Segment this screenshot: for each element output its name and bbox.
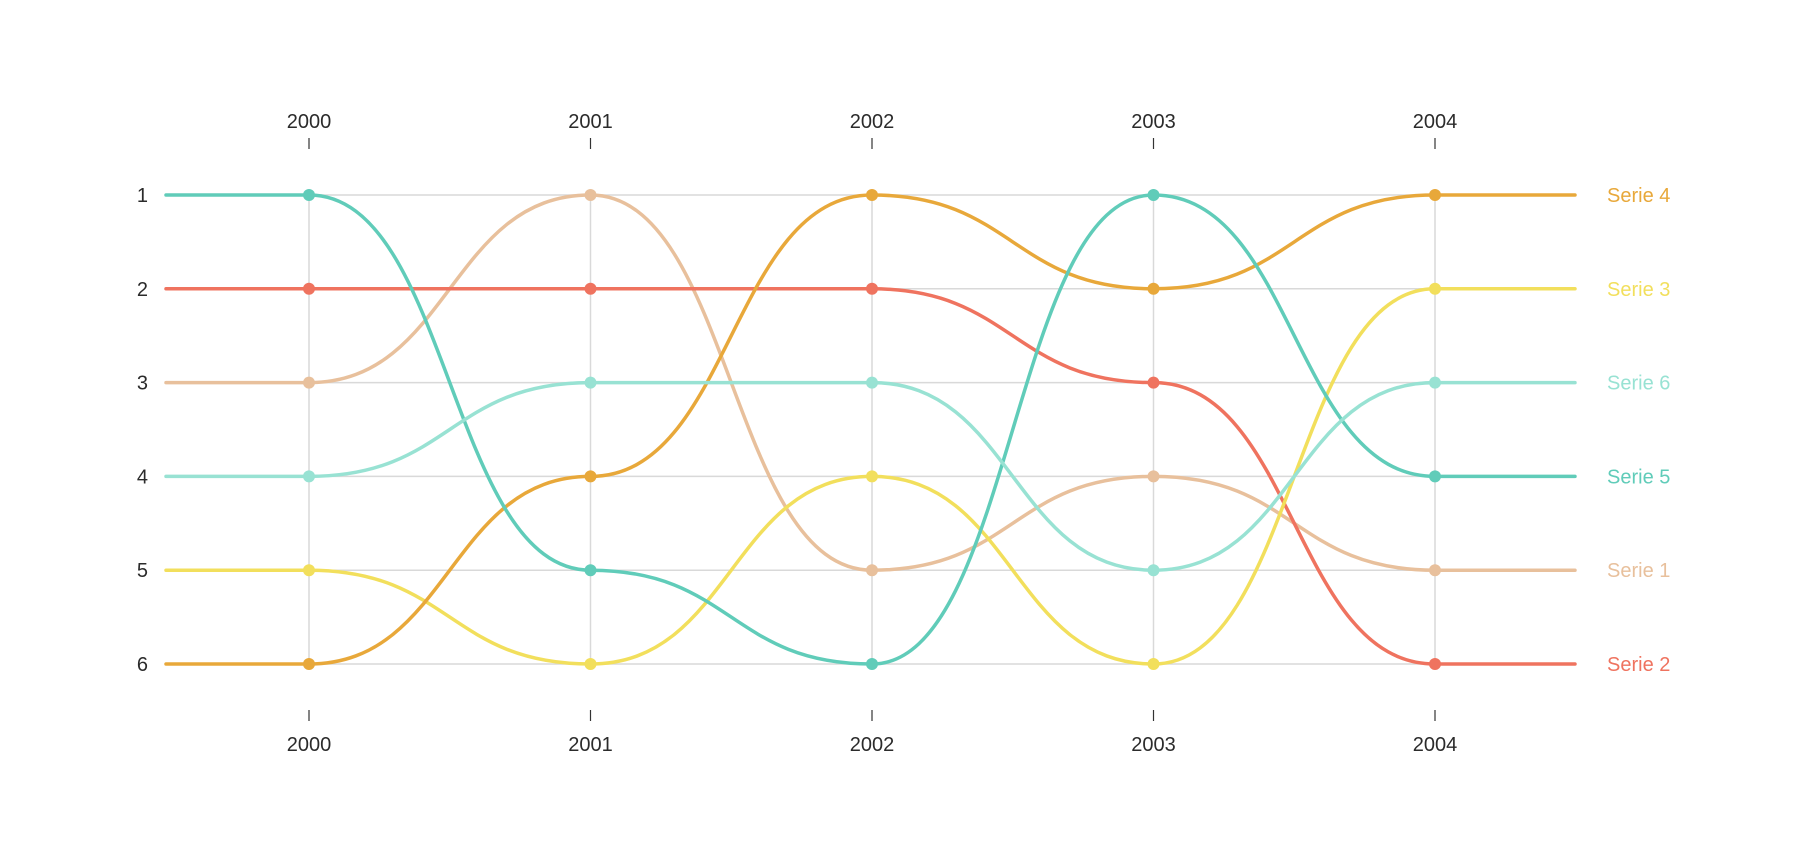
y-tick-label: 4 bbox=[137, 466, 148, 488]
x-tick-label-top: 2000 bbox=[287, 111, 332, 133]
x-tick-label-top: 2004 bbox=[1413, 111, 1458, 133]
data-point bbox=[1429, 658, 1441, 670]
x-tick-label-bottom: 2003 bbox=[1131, 734, 1176, 756]
data-point bbox=[866, 189, 878, 201]
series-label: Serie 3 bbox=[1607, 279, 1670, 301]
x-tick-label-top: 2003 bbox=[1131, 111, 1176, 133]
y-tick-label: 6 bbox=[137, 654, 148, 676]
series-label: Serie 2 bbox=[1607, 654, 1670, 676]
data-point bbox=[866, 470, 878, 483]
series-line-serie-2 bbox=[164, 287, 1577, 666]
axes: 1 2 3 4 5 6 2000 2000 2001 2001 2002 2002 2003 2003 20… bbox=[137, 111, 1457, 756]
series-lines bbox=[164, 193, 1577, 666]
data-point bbox=[866, 564, 878, 577]
data-point bbox=[584, 564, 597, 577]
data-point bbox=[1429, 470, 1441, 483]
data-point bbox=[1429, 376, 1441, 389]
data-point bbox=[1429, 282, 1441, 295]
series-labels: Serie 1 Serie 2 Serie 3 Serie 4 Serie 5 Serie… bbox=[1607, 185, 1670, 676]
data-point bbox=[1147, 189, 1160, 201]
x-tick-label-top: 2002 bbox=[850, 111, 895, 133]
data-point bbox=[584, 189, 597, 201]
series-label: Serie 6 bbox=[1607, 373, 1670, 395]
series-line-serie-1 bbox=[164, 193, 1577, 572]
data-point bbox=[1147, 376, 1160, 389]
data-point bbox=[866, 376, 878, 389]
x-tick-label-bottom: 2001 bbox=[568, 734, 613, 756]
data-point bbox=[303, 658, 315, 670]
data-point bbox=[584, 282, 597, 295]
series-line-serie-3 bbox=[164, 287, 1577, 666]
x-tick-label-bottom: 2000 bbox=[287, 734, 332, 756]
data-point bbox=[1429, 189, 1441, 201]
x-tick-label-top: 2001 bbox=[568, 111, 613, 133]
series-label: Serie 4 bbox=[1607, 185, 1670, 207]
y-tick-label: 3 bbox=[137, 373, 148, 395]
series-label: Serie 1 bbox=[1607, 560, 1670, 582]
y-tick-label: 5 bbox=[137, 560, 148, 582]
data-point bbox=[1147, 470, 1160, 483]
series-label: Serie 5 bbox=[1607, 466, 1670, 488]
data-point bbox=[1147, 564, 1160, 577]
data-point bbox=[303, 189, 315, 201]
data-point bbox=[866, 282, 878, 295]
data-point bbox=[303, 564, 315, 577]
data-point bbox=[584, 470, 597, 483]
data-points bbox=[303, 189, 1441, 670]
series-line-serie-4 bbox=[164, 193, 1577, 666]
x-tick-label-bottom: 2004 bbox=[1413, 734, 1458, 756]
data-point bbox=[303, 470, 315, 483]
x-tick-label-bottom: 2002 bbox=[850, 734, 895, 756]
y-tick-label: 1 bbox=[137, 185, 148, 207]
series-line-serie-5 bbox=[164, 193, 1577, 666]
data-point bbox=[584, 376, 597, 389]
y-tick-label: 2 bbox=[137, 279, 148, 301]
data-point bbox=[303, 282, 315, 295]
data-point bbox=[1147, 282, 1160, 295]
data-point bbox=[584, 658, 597, 670]
series-line-serie-6 bbox=[164, 380, 1577, 572]
data-point bbox=[866, 658, 878, 670]
data-point bbox=[1147, 658, 1160, 670]
data-point bbox=[1429, 564, 1441, 577]
data-point bbox=[303, 376, 315, 389]
grid bbox=[166, 194, 1575, 665]
